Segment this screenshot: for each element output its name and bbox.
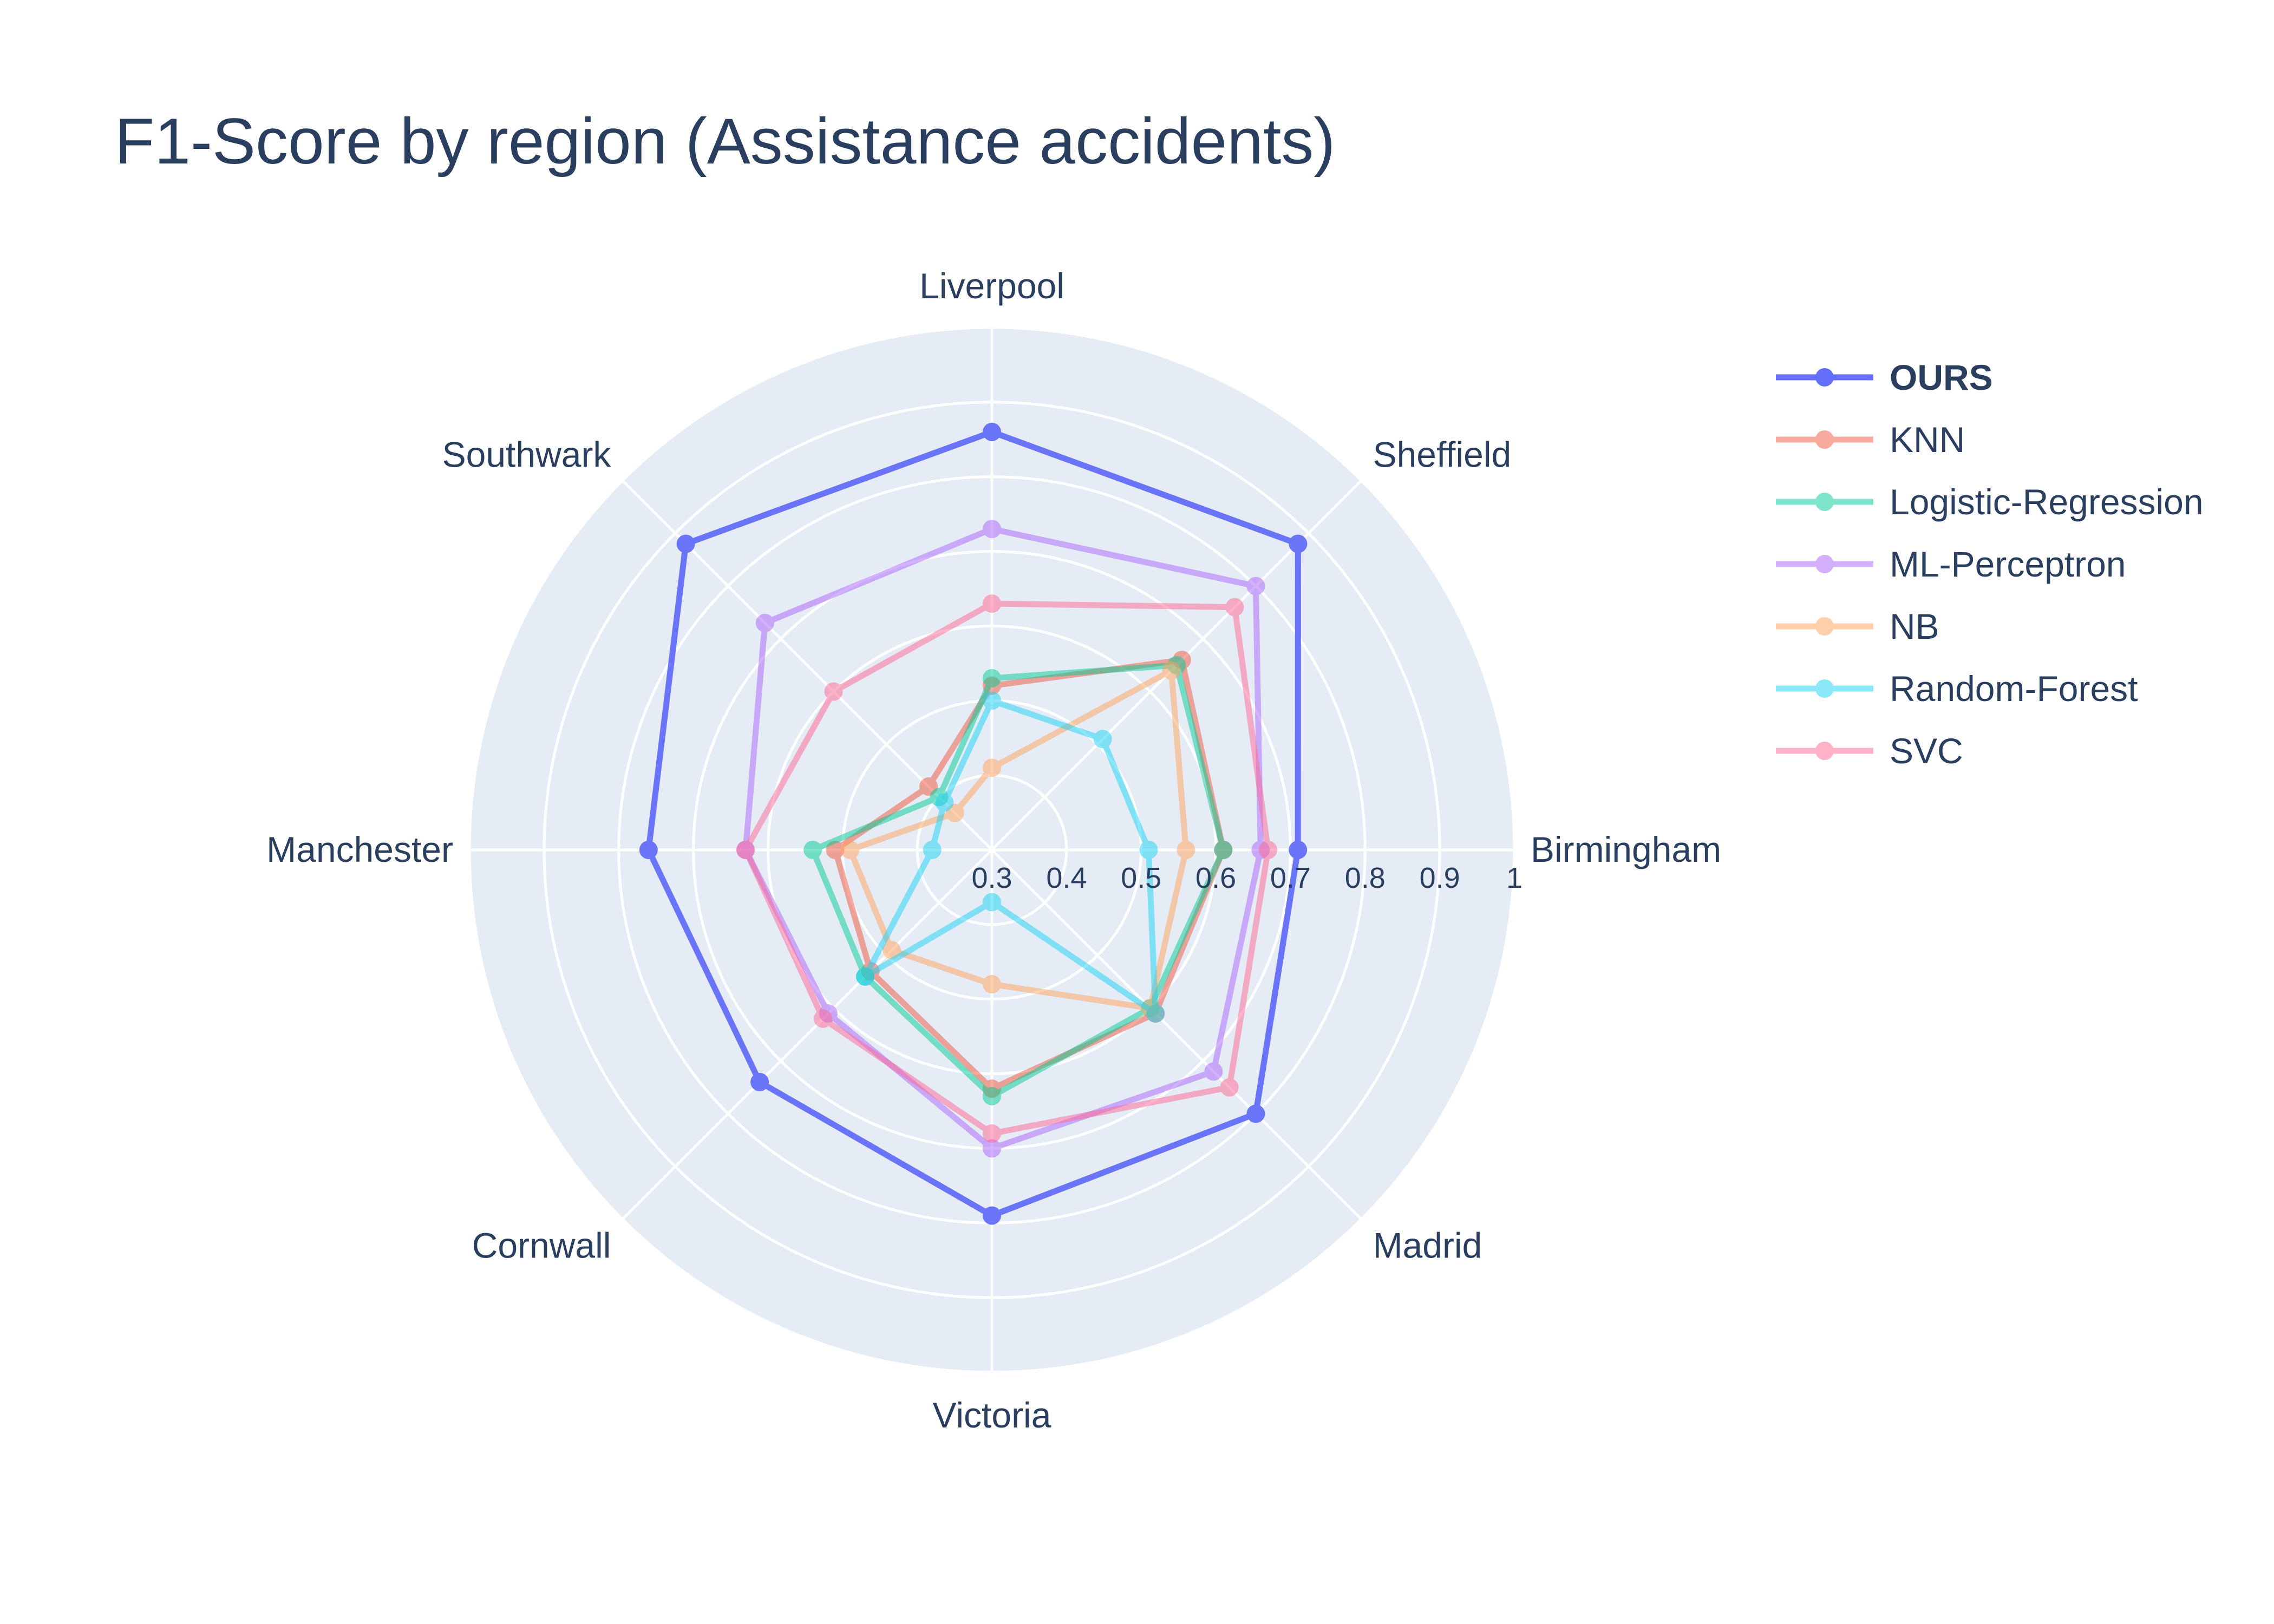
angular-axis-labels: Birmingham Sheffield Liverpool Southwark Man… xyxy=(266,266,1721,1435)
chart-title: F1-Score by region (Assistance accidents… xyxy=(115,105,1335,178)
data-point-logistic-regression-birmingham xyxy=(1214,841,1233,859)
legend-label-logistic-regression: Logistic-Regression xyxy=(1890,482,2204,522)
legend-item-svc[interactable] xyxy=(1776,742,1873,760)
data-point-ours-cornwall xyxy=(750,1072,769,1091)
series-svc xyxy=(736,594,1278,1143)
legend-label-svc: SVC xyxy=(1890,731,1963,771)
series-nb xyxy=(841,661,1195,1018)
data-point-random-forest-liverpool xyxy=(983,691,1001,710)
axis-label-birmingham: Birmingham xyxy=(1531,829,1721,869)
data-point-logistic-regression-liverpool xyxy=(983,669,1001,687)
data-point-nb-sheffield xyxy=(1162,661,1181,680)
data-point-svc-sheffield xyxy=(1225,598,1244,617)
legend-item-logistic-regression[interactable] xyxy=(1776,493,1873,511)
legend-item-ml-perceptron[interactable] xyxy=(1776,555,1873,573)
axis-label-victoria: Victoria xyxy=(933,1395,1051,1435)
data-point-ml-perceptron-victoria xyxy=(983,1139,1001,1158)
data-point-nb-liverpool xyxy=(983,758,1001,777)
data-point-random-forest-southwark xyxy=(935,793,954,812)
data-point-svc-cornwall xyxy=(814,1009,833,1028)
data-point-ml-perceptron-madrid xyxy=(1204,1062,1223,1081)
legend-label-random-forest: Random-Forest xyxy=(1890,669,2138,709)
data-point-nb-victoria xyxy=(983,975,1001,994)
radial-axis-ticks: 0.3 0.4 0.5 0.6 0.7 0.8 0.9 1 xyxy=(971,862,1522,894)
radial-tick-label: 0.7 xyxy=(1270,862,1311,894)
legend-item-ours[interactable] xyxy=(1776,368,1873,387)
axis-label-manchester: Manchester xyxy=(266,829,453,869)
data-point-ours-madrid xyxy=(1246,1104,1265,1123)
data-point-ours-victoria xyxy=(983,1206,1001,1225)
radial-tick-label: 0.6 xyxy=(1195,862,1236,894)
data-point-random-forest-cornwall xyxy=(856,967,875,986)
data-point-svc-victoria xyxy=(983,1124,1001,1143)
data-point-ml-perceptron-liverpool xyxy=(983,520,1001,539)
radial-tick-label: 0.8 xyxy=(1345,862,1386,894)
data-point-random-forest-sheffield xyxy=(1093,730,1112,749)
legend-swatch-marker xyxy=(1815,555,1834,573)
series-layer xyxy=(639,423,1308,1225)
data-point-svc-liverpool xyxy=(983,594,1001,613)
axis-label-southwark: Southwark xyxy=(442,434,612,474)
data-point-ours-southwark xyxy=(676,534,695,553)
data-point-logistic-regression-manchester xyxy=(803,841,822,859)
axis-label-sheffield: Sheffield xyxy=(1373,434,1512,474)
radial-tick-label: 0.9 xyxy=(1420,862,1460,894)
legend-item-knn[interactable] xyxy=(1776,430,1873,449)
axis-label-madrid: Madrid xyxy=(1373,1226,1482,1266)
data-point-ml-perceptron-southwark xyxy=(755,613,774,632)
grid-spoke xyxy=(621,849,993,1221)
data-point-random-forest-madrid xyxy=(1146,1004,1165,1023)
axis-label-liverpool: Liverpool xyxy=(919,266,1064,306)
legend-swatch-marker xyxy=(1815,679,1834,698)
data-point-random-forest-victoria xyxy=(983,893,1001,912)
legend-item-nb[interactable] xyxy=(1776,617,1873,636)
data-point-svc-madrid xyxy=(1220,1078,1239,1097)
series-random-forest xyxy=(856,691,1165,1023)
radial-tick-label: 0.4 xyxy=(1046,862,1087,894)
data-point-svc-birmingham xyxy=(1259,841,1278,859)
legend: OURS KNN Logistic-Regression ML-Perceptron N… xyxy=(1776,357,2204,771)
data-point-ours-liverpool xyxy=(983,423,1001,441)
data-point-ours-birmingham xyxy=(1289,841,1308,859)
radial-tick-label: 1 xyxy=(1506,862,1522,894)
radial-tick-label: 0.5 xyxy=(1121,862,1161,894)
data-point-nb-birmingham xyxy=(1177,841,1195,859)
legend-item-random-forest[interactable] xyxy=(1776,679,1873,698)
data-point-random-forest-manchester xyxy=(923,841,942,859)
data-point-nb-cornwall xyxy=(882,941,901,960)
data-point-nb-manchester xyxy=(841,841,860,859)
radial-tick-label: 0.3 xyxy=(971,862,1012,894)
legend-label-ours: OURS xyxy=(1890,357,1993,397)
legend-swatch-marker xyxy=(1815,742,1834,760)
data-point-logistic-regression-victoria xyxy=(983,1086,1001,1105)
data-point-ours-sheffield xyxy=(1289,534,1308,553)
legend-swatch-marker xyxy=(1815,430,1834,449)
data-point-random-forest-birmingham xyxy=(1139,841,1158,859)
legend-swatch-marker xyxy=(1815,617,1834,636)
data-point-ml-perceptron-sheffield xyxy=(1246,577,1265,595)
grid-spoke xyxy=(991,849,1363,1221)
data-point-svc-manchester xyxy=(736,841,755,859)
series-ours xyxy=(639,423,1308,1225)
axis-label-cornwall: Cornwall xyxy=(472,1226,611,1266)
legend-swatch-marker xyxy=(1815,368,1834,387)
legend-swatch-marker xyxy=(1815,493,1834,511)
legend-label-knn: KNN xyxy=(1890,420,1965,460)
legend-label-ml-perceptron: ML-Perceptron xyxy=(1890,544,2126,584)
data-point-svc-southwark xyxy=(824,682,843,701)
data-point-ours-manchester xyxy=(639,841,658,859)
legend-label-nb: NB xyxy=(1890,606,1939,646)
